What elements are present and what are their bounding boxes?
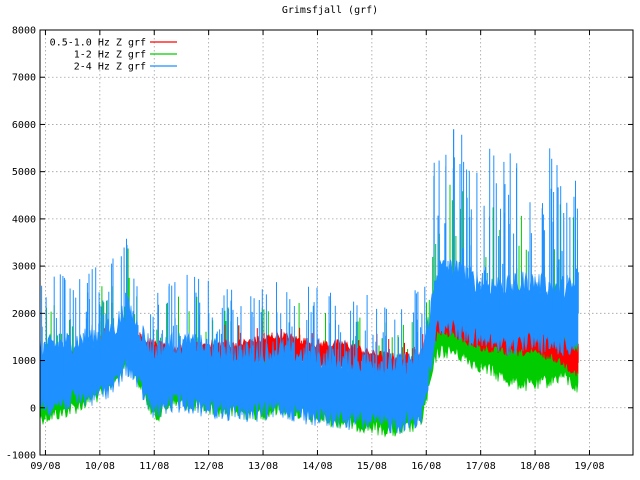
y-tick-label: 7000 — [12, 73, 36, 84]
y-tick-label: 5000 — [12, 167, 36, 178]
legend-label: 1-2 Hz Z grf — [74, 50, 146, 61]
x-tick-label: 09/08 — [30, 461, 60, 472]
y-tick-label: 4000 — [12, 214, 36, 225]
legend-label: 2-4 Hz Z grf — [74, 62, 146, 73]
x-tick-label: 13/08 — [248, 461, 278, 472]
y-tick-label: 0 — [30, 403, 36, 414]
y-axis: -1000 0 1000 2000 3000 4000 5000 6000 7000 8000 — [6, 26, 633, 462]
chart-title: Grimsfjall (grf) — [282, 5, 378, 16]
y-tick-label: 8000 — [12, 26, 36, 37]
y-tick-label: -1000 — [6, 451, 36, 462]
y-tick-label: 3000 — [12, 262, 36, 273]
series-group — [39, 129, 579, 438]
plot-frame — [39, 29, 634, 456]
y-tick-label: 1000 — [12, 356, 36, 367]
legend-label: 0.5-1.0 Hz Z grf — [50, 38, 146, 49]
x-tick-label: 17/08 — [466, 461, 496, 472]
x-axis: 09/08 10/08 11/08 12/08 13/08 14/08 15/08 16/08… — [30, 30, 605, 472]
x-tick-label: 11/08 — [139, 461, 169, 472]
x-tick-label: 12/08 — [194, 461, 224, 472]
x-tick-label: 10/08 — [85, 461, 115, 472]
grid — [40, 30, 633, 455]
x-tick-label: 19/08 — [574, 461, 604, 472]
series-spikes-2 — [41, 129, 579, 396]
y-tick-label: 6000 — [12, 120, 36, 131]
y-tick-label: 2000 — [12, 309, 36, 320]
x-tick-label: 16/08 — [411, 461, 441, 472]
x-tick-label: 18/08 — [520, 461, 550, 472]
x-tick-label: 14/08 — [302, 461, 332, 472]
x-tick-label: 15/08 — [357, 461, 387, 472]
